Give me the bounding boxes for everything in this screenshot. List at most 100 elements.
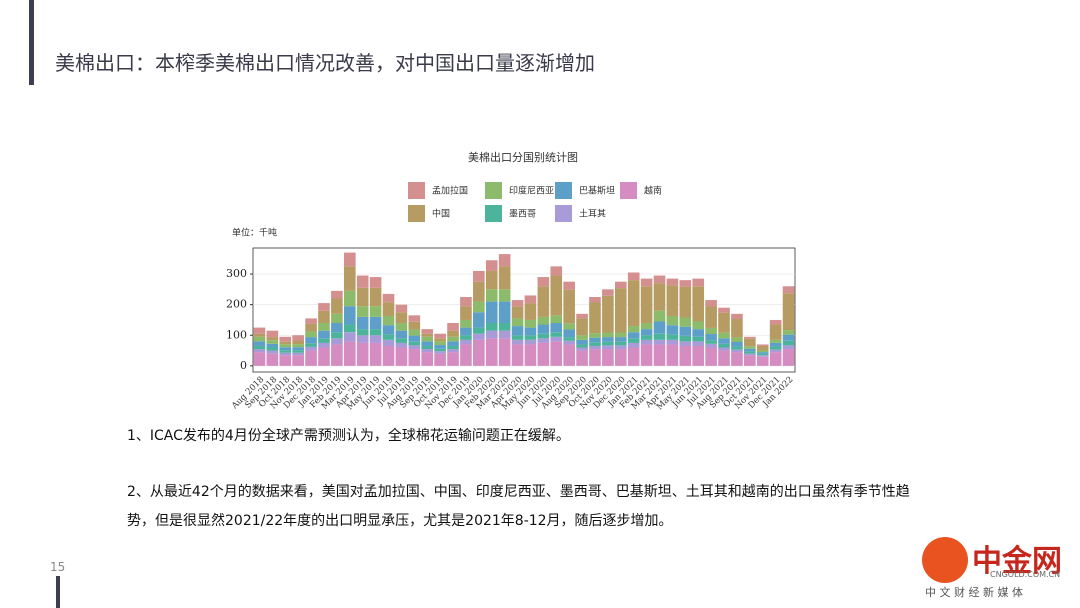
bar-segment	[744, 336, 756, 339]
bar-segment	[434, 353, 446, 366]
bar-segment	[563, 289, 575, 324]
bar-segment	[602, 341, 614, 346]
bar-segment	[434, 348, 446, 352]
bar-segment	[292, 350, 304, 353]
bar-segment	[279, 344, 292, 348]
bar-segment	[589, 296, 601, 303]
bar-segment	[498, 301, 511, 324]
bar-segment	[395, 342, 408, 348]
bar-segment	[731, 319, 743, 338]
bar-segment	[395, 347, 408, 366]
legend-label: 中国	[432, 208, 450, 220]
bar-segment	[369, 306, 382, 317]
bar-segment	[653, 344, 666, 366]
bar-segment	[614, 337, 627, 342]
bar-segment	[460, 319, 472, 328]
bar-segment	[382, 339, 395, 346]
bar-segment	[550, 332, 563, 337]
bar-segment	[524, 295, 537, 304]
bar-segment	[511, 326, 524, 336]
bar-segment	[614, 288, 627, 333]
bar-segment	[640, 329, 653, 336]
bar-segment	[408, 349, 421, 366]
bar-segment	[524, 335, 537, 340]
bar-segment	[782, 345, 795, 350]
bar-segment	[447, 349, 459, 353]
bar-segment	[666, 344, 679, 366]
bar-segment	[382, 325, 395, 335]
bar-segment	[343, 341, 356, 366]
bar-segment	[744, 355, 756, 366]
bar-segment	[447, 336, 459, 342]
bar-segment	[447, 345, 459, 350]
bar-segment	[537, 324, 550, 334]
bar-segment	[318, 347, 330, 366]
bar-segment	[421, 336, 434, 342]
legend-swatch	[485, 205, 502, 222]
bar-segment	[679, 345, 692, 366]
bar-segment	[576, 313, 588, 319]
bar-segment	[408, 335, 421, 342]
bar-segment	[576, 350, 588, 366]
bar-segment	[434, 338, 446, 342]
bar-segment	[356, 329, 369, 336]
bar-segment	[744, 338, 756, 347]
bar-segment	[705, 347, 717, 366]
bar-segment	[524, 344, 537, 366]
bar-segment	[679, 341, 692, 346]
bar-segment	[460, 296, 472, 307]
bar-segment	[718, 338, 730, 344]
bar-segment	[602, 295, 614, 333]
bar-segment	[614, 349, 627, 366]
bar-segment	[731, 346, 743, 350]
bar-segment	[666, 315, 679, 326]
bar-segment	[382, 293, 395, 303]
bar-segment	[782, 334, 795, 341]
legend-label: 孟加拉国	[432, 185, 468, 197]
bar-segment	[421, 333, 434, 337]
bar-segment	[589, 342, 601, 346]
bar-segment	[769, 342, 782, 347]
bar-segment	[653, 339, 666, 345]
bar-segment	[292, 335, 304, 341]
bar-segment	[382, 315, 395, 326]
bar-segment	[769, 339, 782, 343]
bar-segment	[524, 327, 537, 336]
bar-segment	[692, 336, 705, 342]
bar-segment	[266, 350, 279, 354]
bar-segment	[356, 306, 369, 317]
bar-segment	[485, 323, 498, 331]
bar-segment	[343, 332, 356, 342]
bar-segment	[408, 321, 421, 330]
bar-segment	[550, 275, 563, 316]
plot-panel	[252, 247, 796, 373]
bar-segment	[395, 312, 408, 324]
bar-segment	[395, 304, 408, 313]
bar-segment	[266, 347, 279, 351]
bar-segment	[679, 280, 692, 287]
bar-segment	[666, 334, 679, 340]
bar-segment	[666, 325, 679, 335]
bar-segment	[318, 330, 330, 339]
bar-segment	[576, 318, 588, 336]
bar-segment	[614, 345, 627, 350]
bar-segment	[253, 336, 266, 342]
bar-segment	[279, 352, 292, 356]
bar-segment	[537, 286, 550, 317]
bar-segment	[563, 323, 575, 330]
bar-segment	[705, 343, 717, 348]
bar-segment	[692, 286, 705, 322]
bar-segment	[253, 352, 266, 366]
bar-segment	[460, 327, 472, 336]
bar-segment	[744, 346, 756, 349]
bar-segment	[563, 340, 575, 345]
bar-segment	[653, 310, 666, 322]
bar-segment	[292, 352, 304, 356]
bar-segment	[718, 343, 730, 348]
bar-segment	[356, 316, 369, 330]
bar-segment	[524, 339, 537, 345]
bar-segment	[653, 333, 666, 340]
bar-segment	[279, 336, 292, 342]
